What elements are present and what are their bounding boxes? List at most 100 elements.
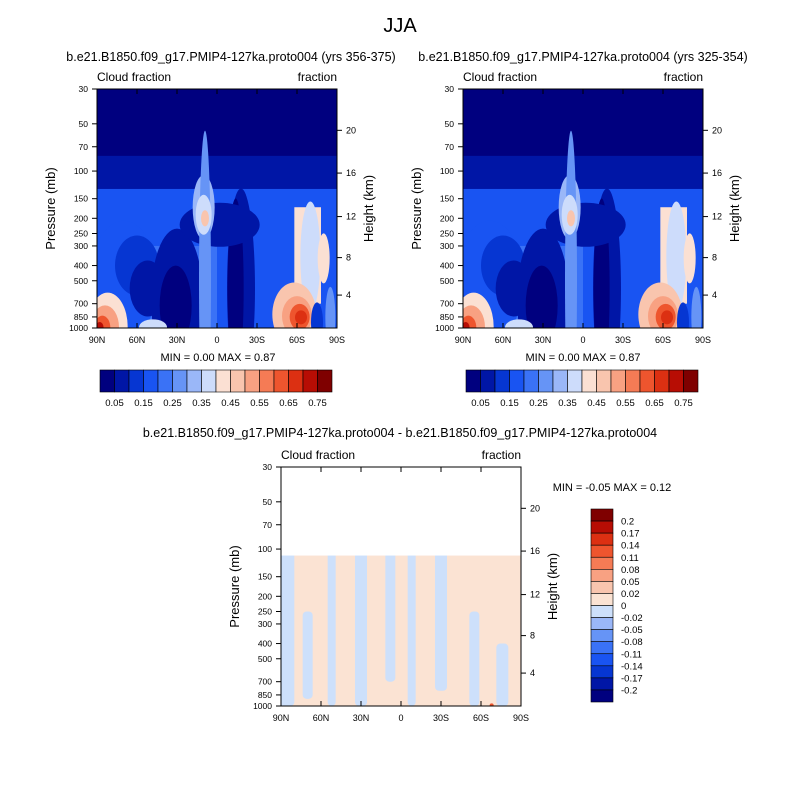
y-tick-label: 200 (440, 213, 454, 223)
height-tick-label: 12 (530, 590, 540, 600)
x-tick-label: 90N (273, 713, 290, 723)
y-tick-label: 200 (74, 213, 88, 223)
colorbar-label: 0.05 (471, 398, 490, 409)
colorbar-label: 0.45 (587, 398, 606, 409)
x-tick-label: 90S (329, 335, 345, 345)
tropical-upper-dry-margin (545, 202, 626, 247)
y-tick-label: 300 (440, 241, 454, 251)
sh-polar-dry (677, 302, 689, 328)
colorbar-swatch (590, 532, 614, 546)
y-tick-label: 300 (74, 241, 88, 251)
y-tick-label: 700 (74, 299, 88, 309)
colorbar-swatch (317, 369, 333, 393)
colorbar-swatch (590, 593, 614, 606)
panel-title: b.e21.B1850.f09_g17.PMIP4-127ka.proto004… (66, 50, 395, 64)
colorbar-swatch (114, 369, 130, 393)
colorbar-label: 0.11 (621, 553, 639, 564)
itcz-anvil-peak (567, 210, 575, 227)
colorbar-swatch (523, 369, 539, 393)
colorbar-swatch (590, 665, 614, 679)
sh-low-cloud-peak (295, 310, 307, 325)
colorbar-label: 0.45 (221, 398, 240, 409)
negative-anomaly-column (281, 549, 295, 706)
colorbar-swatch (288, 369, 304, 393)
colorbar-label: -0.02 (621, 613, 643, 624)
y-tick-label: 1000 (253, 701, 272, 711)
x-tick-label: 0 (214, 335, 219, 345)
nh-midlat-low-cloud (505, 319, 533, 328)
colorbar-label: -0.17 (621, 673, 643, 684)
colorbar-label: 0.15 (500, 398, 519, 409)
colorbar-swatch (186, 369, 202, 393)
y-tick-label: 100 (258, 544, 272, 554)
y-tick-label: 100 (440, 166, 454, 176)
height-tick-label: 20 (346, 125, 356, 135)
right-string: fraction (482, 448, 521, 462)
sh-polar-cloud (317, 233, 330, 284)
colorbar-label: 0.15 (134, 398, 153, 409)
colorbar-swatch (509, 369, 525, 393)
colorbar-swatch (172, 369, 188, 393)
negative-anomaly-column (385, 549, 396, 682)
x-tick-label: 30N (169, 335, 186, 345)
x-tick-label: 60N (495, 335, 512, 345)
negative-anomaly-column (496, 643, 509, 706)
y-axis-label-right: Height (km) (727, 175, 742, 242)
colorbar-swatch (590, 508, 614, 522)
y-tick-label: 850 (258, 690, 272, 700)
height-tick-label: 12 (346, 212, 356, 222)
min-max-stats: MIN = 0.00 MAX = 0.87 (526, 352, 641, 364)
colorbar-swatch (259, 369, 275, 393)
colorbar-label: 0.75 (674, 398, 693, 409)
colorbar-swatch (494, 369, 510, 393)
colorbar-label: 0.55 (250, 398, 269, 409)
height-tick-label: 16 (530, 546, 540, 556)
y-tick-label: 150 (74, 194, 88, 204)
negative-anomaly-column (407, 549, 416, 706)
colorbar-label: 0.35 (558, 398, 577, 409)
nh-arctic-low-peak (463, 322, 470, 328)
y-axis-label: Pressure (mb) (43, 167, 58, 249)
colorbar-label: 0.02 (621, 589, 640, 600)
height-tick-label: 4 (712, 290, 717, 300)
panels-layer: b.e21.B1850.f09_g17.PMIP4-127ka.proto004… (43, 50, 748, 723)
sh-polar-low (325, 286, 336, 328)
x-tick-label: 90S (695, 335, 711, 345)
y-tick-label: 30 (445, 84, 455, 94)
y-tick-label: 400 (74, 261, 88, 271)
y-tick-label: 500 (258, 654, 272, 664)
colorbar-swatch (610, 369, 626, 393)
y-axis-label-right: Height (km) (545, 553, 560, 620)
colorbar-swatch (590, 569, 614, 582)
colorbar-label: 0 (621, 601, 626, 612)
colorbar-label: 0.55 (616, 398, 635, 409)
left-string: Cloud fraction (281, 448, 355, 462)
near-zero-positive-band (281, 549, 521, 706)
y-tick-label: 850 (440, 312, 454, 322)
right-string: fraction (664, 70, 703, 84)
y-tick-label: 50 (263, 497, 273, 507)
colorbar-swatch (590, 605, 614, 618)
negative-anomaly-column (327, 549, 336, 706)
y-tick-label: 1000 (69, 323, 88, 333)
y-tick-label: 300 (258, 619, 272, 629)
colorbar-swatch (590, 544, 614, 558)
x-tick-label: 60N (313, 713, 330, 723)
stratosphere-layer-0 (97, 89, 337, 156)
left-string: Cloud fraction (97, 70, 171, 84)
nh-arctic-low-peak (97, 322, 104, 328)
height-tick-label: 8 (712, 253, 717, 263)
y-tick-label: 1000 (435, 323, 454, 333)
colorbar-label: 0.2 (621, 517, 634, 528)
colorbar-swatch (590, 689, 614, 703)
colorbar-swatch (465, 369, 481, 393)
nh-midlat-low-cloud (139, 319, 167, 328)
colorbar-swatch (639, 369, 655, 393)
colorbar-swatch (596, 369, 612, 393)
cloud-field (463, 89, 703, 328)
panel-3: b.e21.B1850.f09_g17.PMIP4-127ka.proto004… (143, 426, 671, 723)
y-tick-label: 70 (79, 142, 89, 152)
colorbar-swatch (581, 369, 597, 393)
